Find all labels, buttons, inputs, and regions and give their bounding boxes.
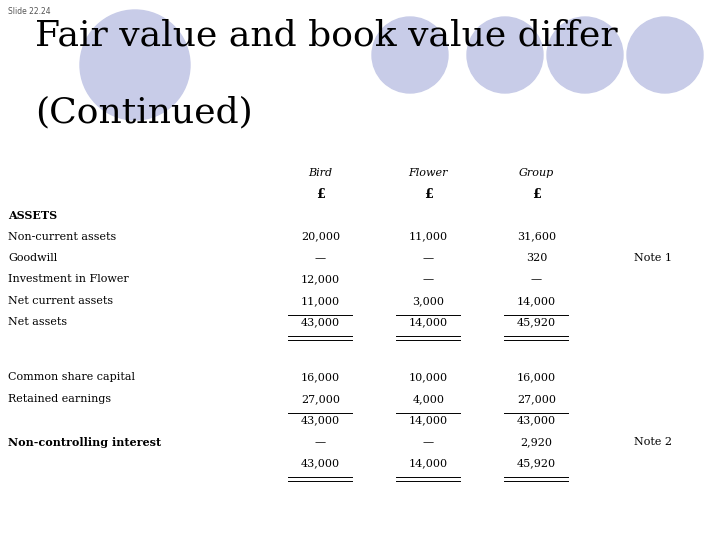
Text: 10,000: 10,000 <box>409 373 448 382</box>
Text: 16,000: 16,000 <box>517 373 556 382</box>
Text: (Continued): (Continued) <box>35 95 253 129</box>
Text: 43,000: 43,000 <box>301 318 340 327</box>
Text: 43,000: 43,000 <box>517 415 556 426</box>
Text: Net current assets: Net current assets <box>8 296 113 306</box>
Text: 16,000: 16,000 <box>301 373 340 382</box>
Text: 43,000: 43,000 <box>301 458 340 469</box>
Circle shape <box>80 10 190 120</box>
Text: —: — <box>423 274 434 285</box>
Text: —: — <box>531 274 542 285</box>
Text: Investment in Flower: Investment in Flower <box>8 274 129 285</box>
Text: 27,000: 27,000 <box>301 394 340 404</box>
Text: —: — <box>315 437 326 447</box>
Text: 14,000: 14,000 <box>409 318 448 327</box>
Text: £: £ <box>316 188 325 201</box>
Text: 14,000: 14,000 <box>517 296 556 306</box>
Text: Non-controlling interest: Non-controlling interest <box>8 437 161 448</box>
Text: 14,000: 14,000 <box>409 415 448 426</box>
Text: £: £ <box>532 188 541 201</box>
Circle shape <box>547 17 623 93</box>
Circle shape <box>467 17 543 93</box>
Text: Flower: Flower <box>409 168 448 178</box>
Text: Fair value and book value differ: Fair value and book value differ <box>35 18 618 52</box>
Text: 43,000: 43,000 <box>301 415 340 426</box>
Text: 4,000: 4,000 <box>413 394 444 404</box>
Text: 45,920: 45,920 <box>517 458 556 469</box>
Text: £: £ <box>424 188 433 201</box>
Text: Note 1: Note 1 <box>634 253 672 263</box>
Text: 11,000: 11,000 <box>301 296 340 306</box>
Text: 2,920: 2,920 <box>521 437 552 447</box>
Text: 20,000: 20,000 <box>301 232 340 241</box>
Text: ASSETS: ASSETS <box>8 210 57 221</box>
Text: 45,920: 45,920 <box>517 318 556 327</box>
Text: Group: Group <box>519 168 554 178</box>
Text: 11,000: 11,000 <box>409 232 448 241</box>
Text: 31,600: 31,600 <box>517 232 556 241</box>
Text: 14,000: 14,000 <box>409 458 448 469</box>
Circle shape <box>372 17 448 93</box>
Text: 12,000: 12,000 <box>301 274 340 285</box>
Text: Bird: Bird <box>308 168 333 178</box>
Text: —: — <box>315 253 326 263</box>
Text: —: — <box>423 253 434 263</box>
Text: 3,000: 3,000 <box>413 296 444 306</box>
Circle shape <box>627 17 703 93</box>
Text: Slide 22.24: Slide 22.24 <box>8 7 50 16</box>
Text: Net assets: Net assets <box>8 318 67 327</box>
Text: 320: 320 <box>526 253 547 263</box>
Text: Common share capital: Common share capital <box>8 373 135 382</box>
Text: Retained earnings: Retained earnings <box>8 394 111 404</box>
Text: 27,000: 27,000 <box>517 394 556 404</box>
Text: Goodwill: Goodwill <box>8 253 58 263</box>
Text: —: — <box>423 437 434 447</box>
Text: Non-current assets: Non-current assets <box>8 232 116 241</box>
Text: Note 2: Note 2 <box>634 437 672 447</box>
